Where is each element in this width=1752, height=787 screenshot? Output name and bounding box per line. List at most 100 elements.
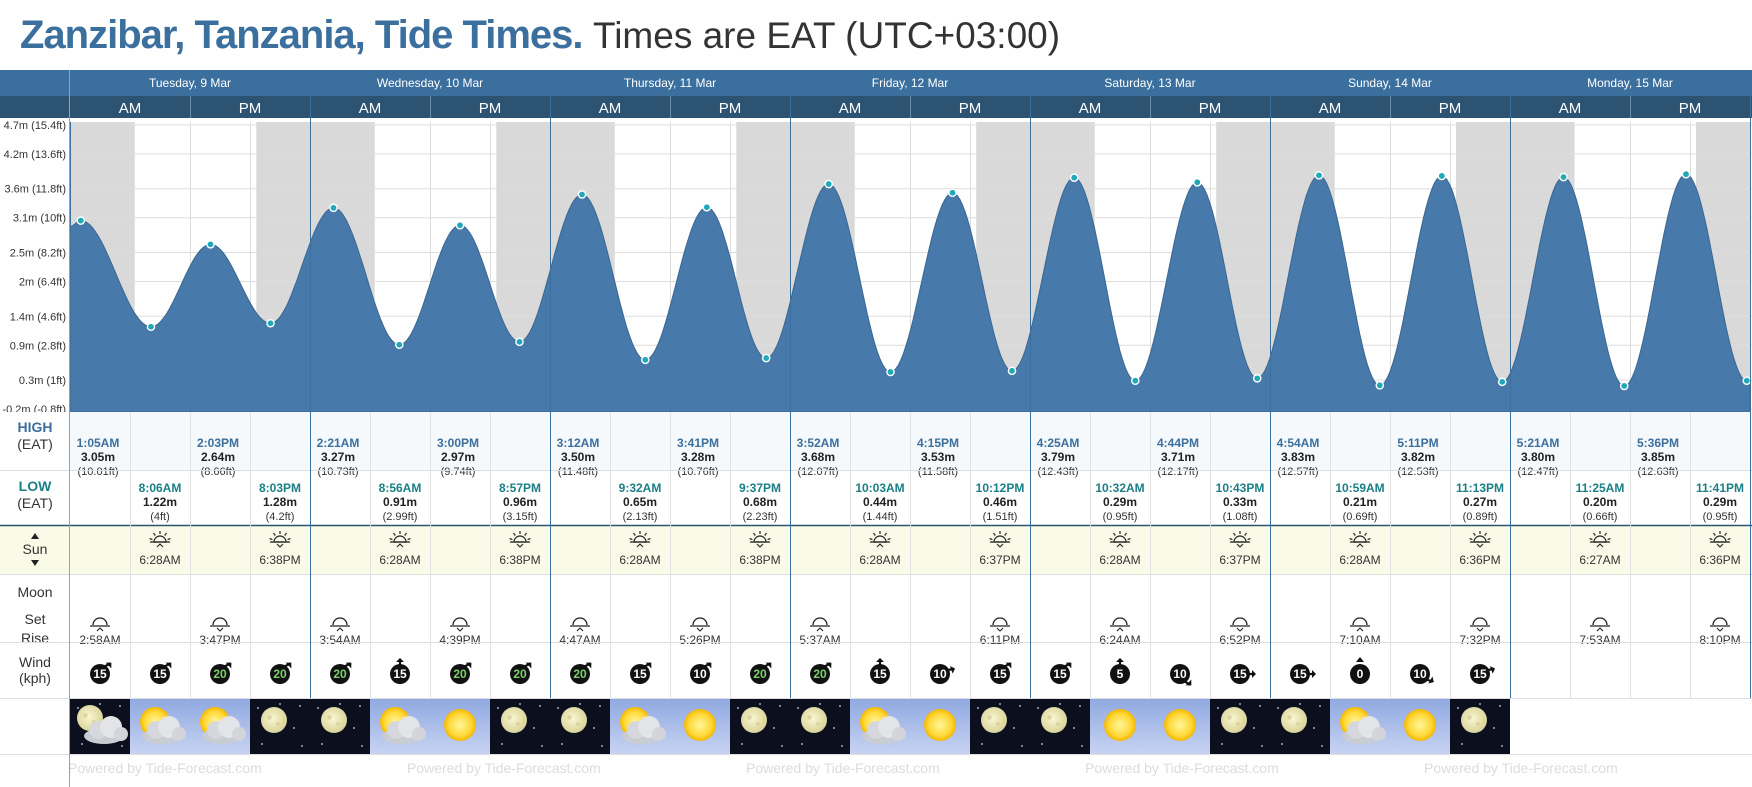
high-tide-time: 3:00PM xyxy=(437,436,479,450)
low-tide-feet: (3.15ft) xyxy=(503,511,538,523)
wind-speed: 15 xyxy=(1473,667,1487,681)
moonset-time: 5:26PM xyxy=(679,633,720,647)
low-tide-feet: (2.13ft) xyxy=(623,511,658,523)
moonrise-time: 2:58AM xyxy=(79,633,120,647)
pm-label: PM xyxy=(239,100,262,117)
high-tide-height: 3.82m xyxy=(1401,450,1435,464)
high-tide-marker xyxy=(1069,173,1079,182)
high-tide-time: 1:05AM xyxy=(77,436,120,450)
moonset-time: 6:52PM xyxy=(1219,633,1260,647)
moon-rise-label: Rise xyxy=(21,630,49,646)
wind-speed: 10 xyxy=(1173,667,1187,681)
moonrise-icon xyxy=(1590,617,1610,632)
sunrise-time: 6:28AM xyxy=(139,553,180,567)
high-tide-time: 3:52AM xyxy=(797,436,840,450)
sunrise-arrow-icon xyxy=(31,533,39,539)
low-tide-feet: (0.95ft) xyxy=(1703,511,1738,523)
wind-indicator: 0 xyxy=(1350,657,1370,684)
low-tide-time: 11:41PM xyxy=(1696,481,1744,495)
wind-indicator: 10 xyxy=(1410,664,1434,684)
wind-speed: 15 xyxy=(1233,667,1247,681)
low-tide-feet: (2.99ft) xyxy=(383,511,418,523)
am-label: AM xyxy=(599,100,622,117)
high-row-tz: (EAT) xyxy=(17,436,53,452)
high-tide-marker xyxy=(329,203,338,213)
high-tide-feet: (12.57ft) xyxy=(1278,466,1319,478)
y-tick-label: 1.4m (4.6ft) xyxy=(10,311,66,323)
low-tide-time: 10:03AM xyxy=(855,481,904,495)
moonrise-time: 5:37AM xyxy=(799,633,840,647)
high-tide-feet: (12.53ft) xyxy=(1398,466,1439,478)
cloud-icon xyxy=(1342,716,1386,744)
low-tide-marker xyxy=(886,367,895,377)
y-tick-label: 0.9m (2.8ft) xyxy=(10,340,66,352)
y-tick-label: 3.6m (11.8ft) xyxy=(4,184,66,196)
low-tide-marker xyxy=(394,340,404,350)
sunrise-icon xyxy=(1589,531,1611,548)
cloud-icon xyxy=(862,716,906,744)
low-tide-marker xyxy=(1497,377,1507,387)
cloud-icon xyxy=(622,716,666,744)
wind-indicator: 20 xyxy=(210,662,232,684)
wind-speed: 20 xyxy=(753,667,767,681)
low-tide-feet: (4.2ft) xyxy=(266,511,295,523)
moonrise-time: 4:47AM xyxy=(559,633,600,647)
sun-icon xyxy=(1164,709,1196,741)
wind-indicator: 20 xyxy=(810,662,832,684)
tide-area xyxy=(70,173,1751,412)
weather-tile-moon xyxy=(790,698,850,754)
watermark-text: Powered by Tide-Forecast.com xyxy=(1085,760,1279,776)
watermark-text: Powered by Tide-Forecast.com xyxy=(1424,760,1618,776)
high-tide-marker xyxy=(948,188,957,198)
high-tide-height: 3.05m xyxy=(81,450,115,464)
sunrise-time: 6:28AM xyxy=(619,553,660,567)
sunset-time: 6:38PM xyxy=(739,553,780,567)
wind-speed: 15 xyxy=(1293,667,1307,681)
wind-badge xyxy=(1350,664,1370,684)
moonset-time: 4:39PM xyxy=(439,633,480,647)
moon-icon xyxy=(321,707,347,733)
sunset-icon xyxy=(509,531,531,548)
sunrise-icon xyxy=(389,531,411,548)
wind-badge xyxy=(150,664,170,684)
high-tide-height: 3.71m xyxy=(1161,450,1195,464)
high-tide-marker xyxy=(702,202,712,212)
high-tide-height: 3.85m xyxy=(1641,450,1675,464)
low-row-label: LOW xyxy=(19,478,52,494)
wind-badge xyxy=(1230,664,1250,684)
wind-indicator: 5 xyxy=(1110,658,1130,684)
moonset-time: 3:47PM xyxy=(199,633,240,647)
am-label: AM xyxy=(1319,100,1342,117)
high-tide-feet: (9.74ft) xyxy=(441,466,476,478)
moonset-icon xyxy=(690,617,710,632)
low-tide-time: 9:32AM xyxy=(619,481,662,495)
sunset-icon xyxy=(269,531,291,548)
weather-tile-moon xyxy=(1210,698,1270,754)
high-tide-height: 3.79m xyxy=(1041,450,1075,464)
moonset-icon xyxy=(210,617,230,632)
data-rows: HIGH(EAT)LOW(EAT)SunMoonSetRiseWind(kph)… xyxy=(0,70,1752,787)
moonrise-icon xyxy=(570,617,590,632)
day-label: Saturday, 13 Mar xyxy=(1104,76,1195,90)
timezone-note: Times are EAT (UTC+03:00) xyxy=(592,15,1061,56)
sunset-time: 6:37PM xyxy=(979,553,1020,567)
low-tide-time: 8:03PM xyxy=(259,481,301,495)
wind-badge xyxy=(510,664,530,684)
weather-tile-moon xyxy=(970,698,1030,754)
sunrise-icon xyxy=(869,531,891,548)
high-tide-feet: (12.17ft) xyxy=(1158,466,1199,478)
low-tide-marker xyxy=(1252,374,1262,383)
wind-badge xyxy=(1410,664,1430,684)
sunset-icon xyxy=(1229,531,1251,548)
y-tick-label: 4.2m (13.6ft) xyxy=(4,149,66,161)
sunset-icon xyxy=(1469,531,1491,548)
cloud-icon xyxy=(84,716,128,744)
wind-indicator: 15 xyxy=(630,662,652,684)
low-row-tz: (EAT) xyxy=(17,495,53,511)
weather-tile-sun-cloud xyxy=(1330,698,1390,754)
sunset-time: 6:36PM xyxy=(1459,553,1500,567)
sunset-icon xyxy=(1709,531,1731,548)
day-label: Thursday, 11 Mar xyxy=(624,76,716,90)
wind-speed: 15 xyxy=(153,667,167,681)
wind-badge xyxy=(1110,664,1130,684)
